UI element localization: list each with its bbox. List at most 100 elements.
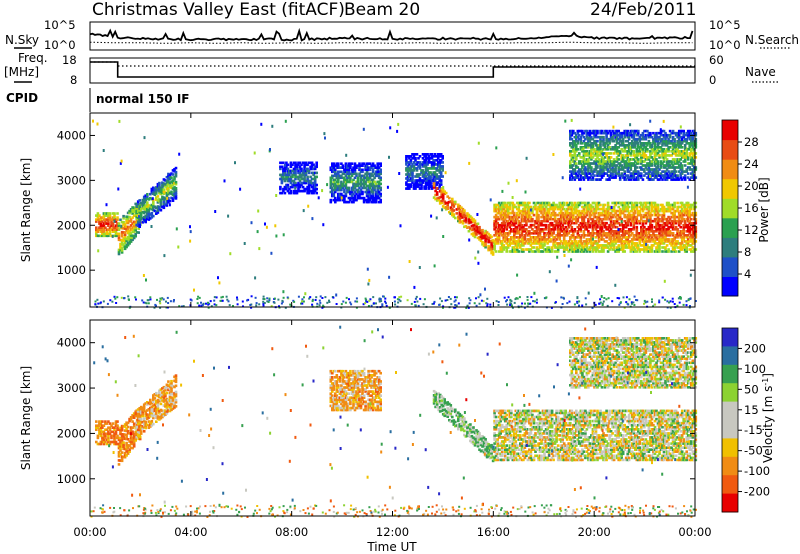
data-pixel bbox=[608, 152, 611, 155]
data-pixel bbox=[635, 219, 639, 223]
data-pixel bbox=[289, 171, 293, 175]
data-pixel bbox=[686, 211, 690, 215]
data-pixel bbox=[338, 194, 342, 198]
data-pixel bbox=[111, 218, 115, 221]
data-pixel bbox=[627, 240, 631, 243]
data-pixel bbox=[688, 228, 691, 231]
data-pixel bbox=[609, 242, 613, 245]
data-pixel bbox=[667, 205, 670, 209]
data-pixel bbox=[529, 225, 533, 229]
data-pixel bbox=[99, 220, 103, 223]
data-pixel bbox=[376, 186, 379, 190]
data-pixel bbox=[475, 227, 478, 230]
data-pixel bbox=[427, 177, 431, 180]
data-pixel bbox=[569, 162, 572, 165]
data-pixel bbox=[505, 205, 508, 209]
data-pixel bbox=[535, 232, 539, 235]
data-pixel bbox=[343, 196, 346, 200]
data-pixel bbox=[285, 167, 288, 171]
data-pixel bbox=[599, 166, 602, 169]
data-pixel bbox=[304, 171, 308, 175]
data-pixel bbox=[519, 236, 522, 239]
data-pixel bbox=[364, 176, 367, 180]
data-pixel bbox=[98, 226, 101, 229]
data-pixel bbox=[609, 246, 613, 249]
data-pixel bbox=[691, 234, 695, 237]
data-pixel bbox=[444, 206, 448, 209]
data-pixel bbox=[588, 248, 592, 251]
data-pixel bbox=[301, 185, 305, 189]
data-pixel bbox=[510, 236, 513, 239]
data-pixel bbox=[611, 207, 614, 211]
data-pixel bbox=[593, 211, 596, 215]
data-pixel bbox=[543, 209, 546, 213]
data-pixel bbox=[553, 205, 557, 209]
data-pixel bbox=[646, 129, 649, 133]
data-pixel bbox=[585, 244, 589, 247]
data-pixel bbox=[655, 170, 658, 173]
data-pixel bbox=[671, 242, 675, 245]
data-pixel bbox=[373, 198, 376, 202]
data-pixel bbox=[631, 133, 634, 137]
data-pixel bbox=[647, 225, 651, 229]
data-pixel bbox=[668, 139, 672, 143]
data-pixel bbox=[565, 211, 569, 215]
data-pixel bbox=[479, 239, 483, 243]
data-pixel bbox=[544, 201, 548, 205]
data-pixel bbox=[356, 194, 360, 198]
data-pixel bbox=[581, 223, 584, 227]
data-pixel bbox=[617, 146, 620, 149]
data-pixel bbox=[415, 185, 419, 188]
data-pixel bbox=[135, 203, 138, 207]
data-pixel bbox=[529, 248, 533, 251]
data-pixel bbox=[472, 232, 475, 235]
data-pixel bbox=[96, 216, 100, 219]
data-pixel bbox=[620, 148, 623, 151]
data-pixel bbox=[627, 234, 631, 237]
data-pixel bbox=[472, 218, 475, 221]
data-pixel bbox=[677, 223, 681, 227]
data-pixel bbox=[683, 244, 687, 247]
data-pixel bbox=[332, 178, 336, 182]
data-pixel bbox=[432, 155, 435, 158]
data-pixel bbox=[438, 171, 441, 174]
data-pixel bbox=[606, 156, 610, 159]
data-pixel bbox=[409, 167, 413, 170]
data-pixel bbox=[371, 198, 375, 202]
data-pixel bbox=[605, 236, 608, 239]
data-pixel bbox=[640, 207, 643, 211]
data-pixel bbox=[132, 234, 136, 238]
data-pixel bbox=[683, 246, 687, 249]
data-pixel bbox=[656, 164, 660, 167]
data-pixel bbox=[562, 238, 566, 241]
data-pixel bbox=[556, 230, 560, 233]
data-pixel bbox=[349, 176, 352, 180]
data-pixel bbox=[547, 232, 551, 235]
data-pixel bbox=[525, 219, 528, 223]
data-pixel bbox=[617, 221, 620, 225]
data-pixel bbox=[162, 202, 166, 206]
data-pixel bbox=[579, 213, 583, 217]
data-pixel bbox=[362, 198, 366, 202]
data-pixel bbox=[602, 203, 605, 207]
data-pixel bbox=[640, 172, 643, 175]
data-pixel bbox=[164, 179, 167, 182]
data-pixel bbox=[694, 221, 698, 225]
data-pixel bbox=[343, 200, 346, 204]
data-pixel bbox=[649, 164, 652, 167]
data-pixel bbox=[490, 249, 493, 253]
data-pixel bbox=[508, 242, 512, 245]
data-pixel bbox=[627, 137, 631, 141]
data-pixel bbox=[641, 234, 645, 237]
data-pixel bbox=[661, 213, 664, 217]
data-pixel bbox=[370, 200, 373, 204]
data-pixel bbox=[582, 176, 586, 179]
data-pixel bbox=[605, 225, 608, 229]
data-pixel bbox=[556, 248, 560, 251]
data-pixel bbox=[379, 162, 382, 165]
data-pixel bbox=[665, 203, 669, 207]
data-pixel bbox=[572, 232, 575, 235]
data-pixel bbox=[602, 250, 605, 253]
data-pixel bbox=[615, 137, 619, 141]
data-pixel bbox=[596, 205, 599, 209]
